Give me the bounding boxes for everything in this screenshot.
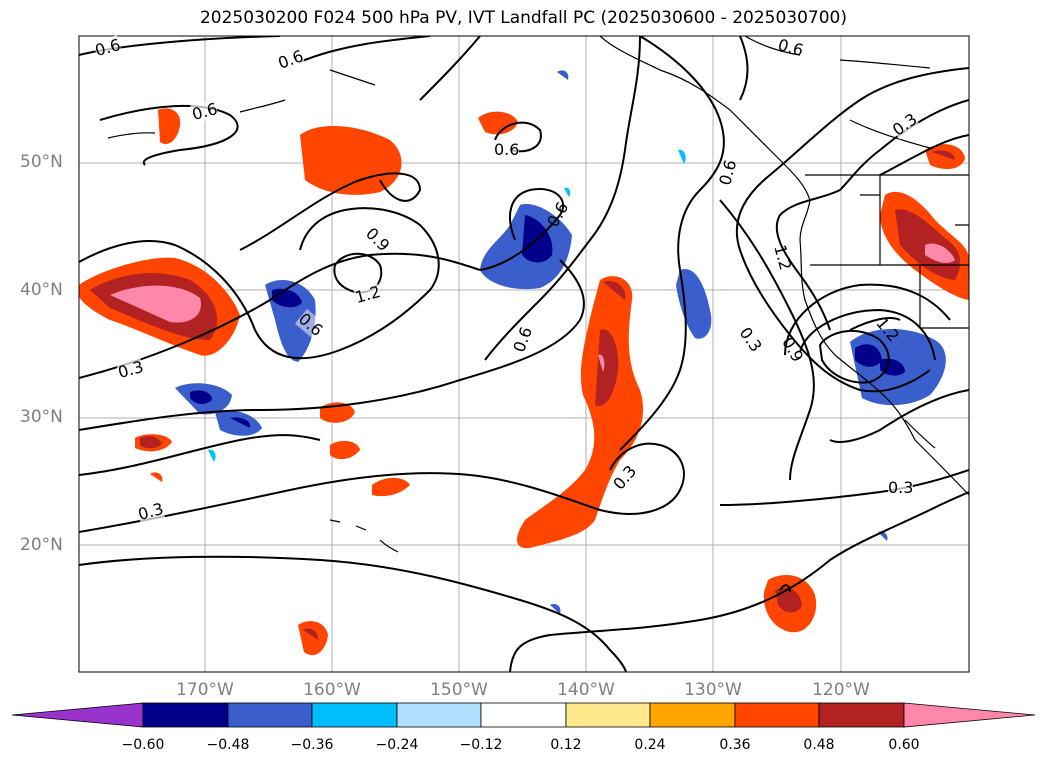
lat-label: 40°N [20,280,63,300]
lon-label: 130°W [684,680,742,700]
lat-label: 30°N [20,407,63,427]
lat-label: 50°N [20,152,63,172]
colorbar-tick-label: −0.24 [375,737,419,753]
map-title: 2025030200 F024 500 hPa PV, IVT Landfall… [199,8,847,28]
lon-label: 120°W [812,680,870,700]
lon-label: 150°W [430,680,488,700]
lat-label: 20°N [20,535,63,555]
colorbar-tick-label: 0.48 [803,737,835,753]
coastlines [107,36,969,553]
lon-label: 170°W [176,680,234,700]
colorbar-tick-label: −0.60 [121,737,165,753]
negative-regions [175,70,946,614]
colorbar-tick-label: 0.12 [550,737,582,753]
contour-label: 0.6 [494,140,520,159]
colorbar-tick-label: −0.12 [459,737,503,753]
colorbar-tick-label: 0.60 [888,737,920,753]
positive-regions [79,108,969,656]
contour-label: 0.3 [888,478,914,497]
map-plot-area [79,36,969,672]
colorbar-tick-label: −0.36 [290,737,334,753]
map-frame [78,35,970,673]
lon-label: 140°W [557,680,615,700]
colorbar-tick-label: 0.36 [719,737,751,753]
colorbar [11,702,1036,728]
colorbar-tick-label: −0.48 [206,737,250,753]
colorbar-tick-label: 0.24 [634,737,666,753]
lon-label: 160°W [303,680,361,700]
